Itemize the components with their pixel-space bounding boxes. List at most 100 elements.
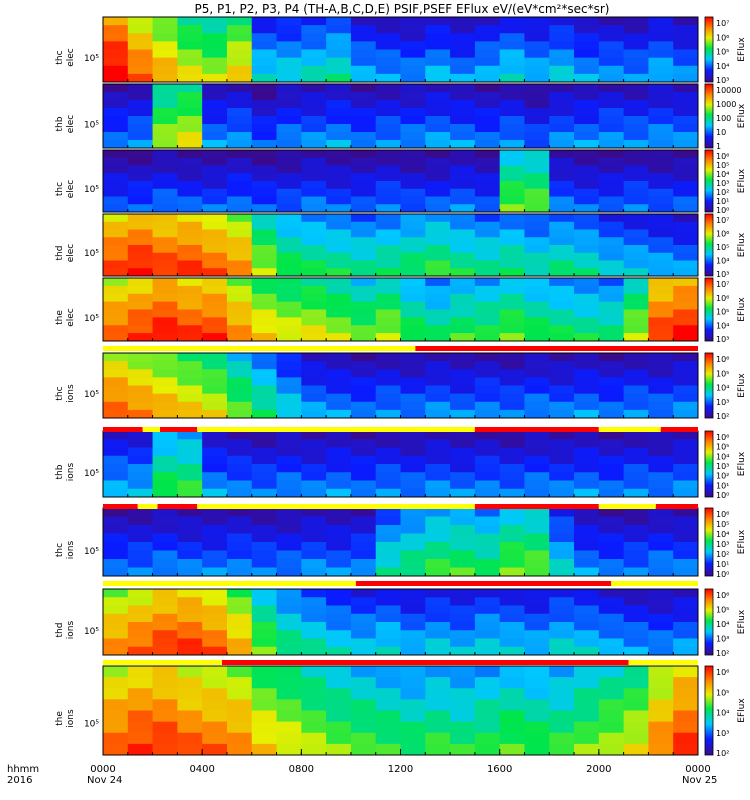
spectrogram-cell xyxy=(598,721,625,734)
spectrogram-cell xyxy=(152,508,178,517)
spectrogram-cell xyxy=(301,65,327,75)
spectrogram-cell xyxy=(474,245,501,254)
spectrogram-cell xyxy=(350,525,377,534)
spectrogram-cell xyxy=(598,165,625,174)
spectrogram-cell xyxy=(574,41,600,50)
spectrogram-cell xyxy=(450,353,476,362)
spectrogram-cell xyxy=(103,431,129,440)
spectrogram-cell xyxy=(648,157,674,166)
spectrogram-cell xyxy=(474,333,501,342)
spectrogram-cell xyxy=(574,710,600,723)
spectrogram-cell xyxy=(251,516,277,526)
spectrogram-cell xyxy=(549,559,575,568)
spectrogram-cell xyxy=(177,108,203,117)
spectrogram-cell xyxy=(499,309,525,318)
spectrogram-cell xyxy=(648,293,674,303)
spectrogram-cell xyxy=(574,439,600,448)
spectrogram-cell xyxy=(524,285,550,295)
spectrogram-cell xyxy=(202,472,228,481)
spectrogram-cell xyxy=(474,353,501,362)
spectrogram-cell xyxy=(301,132,327,141)
spectrogram-cell xyxy=(276,333,302,342)
spectrogram-cell xyxy=(549,688,575,700)
spectrogram-cell xyxy=(103,377,129,386)
spectrogram-cell xyxy=(450,309,476,318)
spectrogram-cell xyxy=(375,124,401,133)
spectrogram-cell xyxy=(276,605,302,615)
spectrogram-cell xyxy=(226,589,253,598)
spectrogram-cell xyxy=(400,567,426,577)
spectrogram-cell xyxy=(226,132,253,141)
spectrogram-cell xyxy=(673,613,699,623)
spectrogram-cell xyxy=(375,65,401,75)
spectrogram-cell xyxy=(524,401,550,411)
spectrogram-cell xyxy=(549,237,575,246)
spectrogram-cell xyxy=(375,516,401,526)
spectrogram-cell xyxy=(152,480,178,490)
spectrogram-cell xyxy=(127,17,153,26)
spectrogram-cell xyxy=(598,431,625,440)
spectrogram-cell xyxy=(152,488,178,498)
spectrogram-cell xyxy=(524,57,550,67)
spectrogram-cell xyxy=(152,116,178,125)
spectrogram-cell xyxy=(375,550,401,560)
spectrogram-cell xyxy=(648,743,674,756)
spectrogram-cell xyxy=(673,385,699,395)
spectrogram-cell xyxy=(648,605,674,615)
spectrogram-cell xyxy=(276,124,302,133)
spectrogram-cell xyxy=(499,480,525,490)
spectrogram-cell xyxy=(251,188,277,197)
spectrogram-cell xyxy=(549,108,575,117)
spectrogram-cell xyxy=(425,533,451,543)
spectrogram-cell xyxy=(202,353,228,362)
spectrogram-cell xyxy=(152,196,178,205)
spectrogram-cell xyxy=(251,699,277,711)
spectrogram-cell xyxy=(202,165,228,174)
spectrogram-cell xyxy=(425,181,451,190)
x-tick-label: 0400 xyxy=(189,764,214,775)
spectrogram-cell xyxy=(598,237,625,246)
spectrogram-cell xyxy=(375,559,401,568)
spectrogram-cell xyxy=(251,353,277,362)
spectrogram-cell xyxy=(598,278,625,287)
spectrogram-cell xyxy=(549,732,575,745)
spectrogram-cell xyxy=(425,431,451,440)
spectrogram-cell xyxy=(177,377,203,386)
spectrogram-cell xyxy=(450,533,476,543)
spectrogram-cell xyxy=(350,150,377,159)
spectrogram-cell xyxy=(648,252,674,261)
spectrogram-cell xyxy=(301,732,327,745)
spectrogram-cell xyxy=(400,533,426,543)
spectrogram-cell xyxy=(226,84,253,93)
spectrogram-cell xyxy=(226,221,253,230)
spectrogram-cell xyxy=(251,393,277,403)
spectrogram-cell xyxy=(474,597,501,606)
spectrogram-cell xyxy=(474,377,501,386)
spectrogram-cell xyxy=(301,559,327,568)
spectrogram-cell xyxy=(524,385,550,395)
spectrogram-cell xyxy=(499,188,525,197)
spectrogram-cell xyxy=(673,150,699,159)
spectrogram-cell xyxy=(574,455,600,465)
mode-bar-segment xyxy=(415,346,698,351)
spectrogram-cell xyxy=(673,181,699,190)
spectrogram-cell xyxy=(301,325,327,334)
spectrogram-cell xyxy=(450,431,476,440)
spectrogram-cell xyxy=(326,204,352,213)
spectrogram-cell xyxy=(549,525,575,534)
spectrogram-cell xyxy=(127,721,153,734)
spectrogram-cell xyxy=(623,677,649,689)
spectrogram-cell xyxy=(177,613,203,623)
colorbar-tick-label: 10⁴ xyxy=(716,452,729,461)
colorbar-tick-label: 10³ xyxy=(716,270,729,279)
colorbar-tick-label: 10⁶ xyxy=(716,591,729,600)
spectrogram-cell xyxy=(103,100,129,109)
spectrogram-cell xyxy=(226,268,253,277)
spectrogram-cell xyxy=(623,278,649,287)
mode-bar-segment xyxy=(222,660,629,665)
spectrogram-cell xyxy=(226,550,253,560)
spectrogram-cell xyxy=(226,646,253,656)
spectrogram-cell xyxy=(450,132,476,141)
spectrogram-cell xyxy=(474,204,501,213)
spectrogram-cell xyxy=(103,361,129,370)
